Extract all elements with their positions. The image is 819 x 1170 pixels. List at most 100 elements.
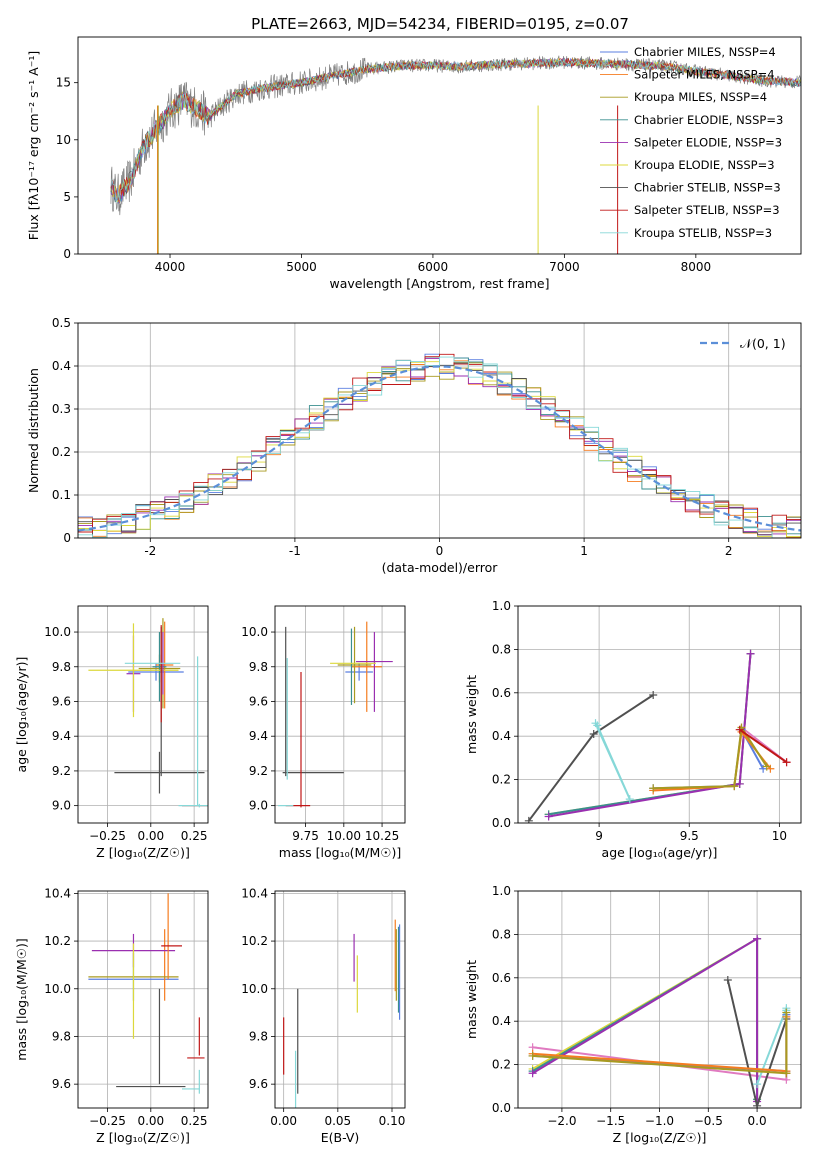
x-tick-label: 1 — [580, 544, 588, 558]
weight-line-kroupa-elodie — [532, 936, 759, 1100]
y-tick-label: 0.2 — [52, 445, 71, 459]
spectrum-panel: 4000 5000 6000 7000 8000 0 5 10 15 wavelength [An… — [26, 36, 802, 291]
x-tick-label: -2 — [144, 544, 156, 558]
weight-marker-kroupa-miles — [528, 1051, 537, 1060]
figure-title: PLATE=2663, MJD=54234, FIBERID=0195, z=0… — [251, 15, 629, 33]
y-tick-label: 10.0 — [241, 982, 268, 996]
x-tick-label: 0.00 — [270, 1114, 297, 1128]
x-tick-label: 10.25 — [365, 829, 399, 843]
x-tick-label: 0.0 — [748, 1114, 767, 1128]
y-tick-label: 9.6 — [249, 1077, 268, 1091]
axes-frame — [274, 890, 406, 1109]
axes-frame — [517, 890, 802, 1109]
y-tick-label: 10.0 — [44, 625, 71, 639]
y-tick-label: 0.4 — [492, 1014, 511, 1028]
y-tick-label: 10.4 — [44, 886, 71, 900]
y-tick-label: 9.6 — [52, 694, 71, 708]
plot-area — [278, 621, 393, 808]
y-axis-label: mass [log₁₀(M/M☉)] — [14, 938, 29, 1060]
y-axis-label: mass weight — [464, 675, 479, 754]
weight-marker-chabrier-stelib — [524, 816, 533, 823]
axes-frame — [517, 605, 802, 824]
x-tick-label: 5000 — [286, 260, 317, 274]
weight-line-salpeter-stelib — [739, 728, 788, 764]
x-axis-label: Z [log₁₀(Z/Z☉)] — [96, 1130, 190, 1145]
legend-label-salpeter-stelib: Salpeter STELIB, NSSP=3 — [634, 203, 780, 217]
x-tick-label: 0.00 — [137, 829, 164, 843]
weight-marker-kroupa-miles — [730, 782, 739, 791]
mass-vs-ebv-panel: 0.00 0.05 0.10 9.6 9.8 10.0 10.2 10.4 E(B-V) — [241, 886, 406, 1145]
x-tick-label: −2.0 — [547, 1114, 576, 1128]
weight-marker-chabrier-stelib — [753, 1101, 762, 1108]
y-tick-label: 9.6 — [52, 1077, 71, 1091]
x-tick-label: 2 — [725, 544, 733, 558]
plot-area — [88, 618, 208, 808]
legend-label-kroupa-elodie: Kroupa ELODIE, NSSP=3 — [634, 158, 775, 172]
plot-area — [524, 649, 791, 823]
y-tick-label: 9.8 — [52, 660, 71, 674]
y-tick-label: 9.0 — [52, 799, 71, 813]
x-tick-label: 4000 — [155, 260, 186, 274]
x-tick-label: -1 — [289, 544, 301, 558]
y-tick-label: 0.0 — [492, 1101, 511, 1115]
x-tick-label: 6000 — [418, 260, 449, 274]
y-axis-label: age [log₁₀(age/yr)] — [14, 657, 29, 773]
legend-label-chabrier-stelib: Chabrier STELIB, NSSP=3 — [634, 181, 781, 195]
axes-frame — [77, 890, 209, 1109]
weight-marker-chabrier-stelib — [723, 975, 732, 984]
x-tick-label: 10.00 — [327, 829, 361, 843]
y-tick-label: 9.2 — [249, 764, 268, 778]
y-tick-label: 0.8 — [492, 927, 511, 941]
weight-marker-kroupa-miles — [649, 784, 658, 793]
x-tick-label: −0.25 — [89, 1114, 126, 1128]
x-axis-label: (data-model)/error — [382, 560, 499, 575]
y-tick-label: 0.2 — [492, 773, 511, 787]
y-tick-label: 10.2 — [241, 934, 268, 948]
x-axis-label: mass [log₁₀(M/M☉)] — [279, 845, 401, 860]
plot-area — [78, 353, 801, 538]
x-axis-label: age [log₁₀(age/yr)] — [602, 845, 718, 860]
legend-label-kroupa-miles: Kroupa MILES, NSSP=4 — [634, 90, 767, 104]
x-tick-label: 0.00 — [137, 1114, 164, 1128]
weight-line-salpeter-miles — [653, 729, 772, 792]
y-axis-label: Flux [fλ10⁻¹⁷ erg cm⁻² s⁻¹ A⁻¹] — [26, 51, 41, 240]
y-tick-label: 0.0 — [492, 816, 511, 830]
normal-distribution-curve — [78, 365, 801, 532]
legend-label-kroupa-stelib: Kroupa STELIB, NSSP=3 — [634, 226, 772, 240]
weight-marker-salpeter-elodie — [735, 779, 744, 788]
y-tick-label: 10.0 — [241, 625, 268, 639]
plot-area — [528, 934, 791, 1108]
x-tick-label: −1.0 — [645, 1114, 674, 1128]
x-tick-label: 0.25 — [181, 1114, 208, 1128]
x-tick-label: −1.5 — [596, 1114, 625, 1128]
weight-marker-kroupa-miles — [782, 1069, 791, 1078]
legend-label-salpeter-miles: Salpeter MILES, NSSP=4 — [634, 68, 775, 82]
weight-marker-kroupa-miles — [762, 762, 771, 771]
axes-frame — [77, 605, 209, 824]
weight-line-kroupa-miles — [653, 724, 768, 790]
y-tick-label: 9.8 — [249, 660, 268, 674]
y-tick-label: 9.2 — [52, 764, 71, 778]
x-tick-label: 9 — [595, 829, 603, 843]
x-tick-label: 9.75 — [292, 829, 319, 843]
y-tick-label: 0.4 — [52, 359, 71, 373]
weight-marker-salpeter-stelib — [735, 725, 744, 734]
plot-area — [88, 893, 205, 1094]
y-tick-label: 10.4 — [241, 886, 268, 900]
y-tick-label: 9.6 — [249, 694, 268, 708]
x-tick-label: 10 — [772, 829, 787, 843]
y-tick-label: 1.0 — [492, 884, 511, 898]
axes-frame — [77, 322, 802, 539]
y-tick-label: 10 — [56, 133, 71, 147]
legend-label-normal: 𝒩(0, 1) — [740, 336, 786, 351]
y-axis-label: mass weight — [464, 960, 479, 1039]
x-tick-label: 7000 — [549, 260, 580, 274]
weight-marker-chabrier-stelib — [649, 690, 658, 699]
x-tick-label: 9.5 — [680, 829, 699, 843]
x-tick-label: 0.10 — [379, 1114, 406, 1128]
weight-marker-salpeter-stelib — [782, 758, 791, 767]
weight-line-salpeter-elodie — [548, 653, 752, 818]
y-tick-label: 9.0 — [249, 799, 268, 813]
x-axis-label: E(B-V) — [321, 1130, 360, 1145]
